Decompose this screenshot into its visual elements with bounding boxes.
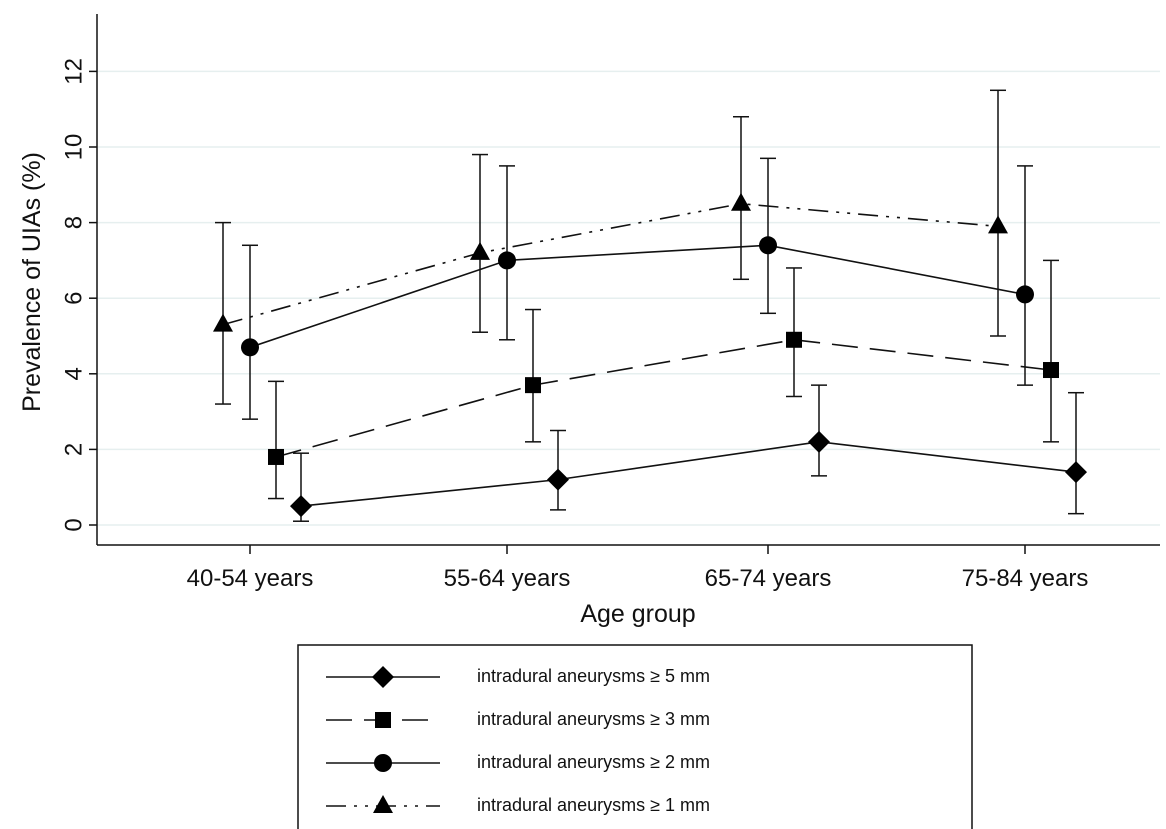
legend-label: intradural aneurysms ≥ 5 mm bbox=[477, 666, 710, 686]
legend-diamond-icon bbox=[372, 666, 394, 688]
data-point-triangle bbox=[988, 215, 1008, 234]
legend-triangle-icon bbox=[373, 795, 393, 813]
data-point-circle bbox=[1016, 285, 1034, 304]
series-line bbox=[275, 338, 1052, 458]
data-series bbox=[213, 89, 1087, 522]
axes bbox=[96, 14, 1160, 546]
series-diamond bbox=[290, 384, 1087, 522]
x-tick-label: 75-84 years bbox=[962, 565, 1089, 592]
y-tick-label: 2 bbox=[60, 443, 87, 456]
data-point-triangle bbox=[470, 241, 490, 260]
legend-label: intradural aneurysms ≥ 1 mm bbox=[477, 795, 710, 815]
data-point-circle bbox=[241, 338, 259, 357]
series-circle bbox=[241, 157, 1034, 420]
y-tick-label: 0 bbox=[60, 518, 87, 531]
y-tick-label: 6 bbox=[60, 292, 87, 305]
data-point-diamond bbox=[290, 495, 312, 518]
data-point-square bbox=[268, 448, 284, 465]
data-point-diamond bbox=[808, 430, 830, 453]
series-line bbox=[249, 244, 1026, 349]
legend: intradural aneurysms ≥ 5 mm intradural an… bbox=[297, 644, 973, 829]
data-point-diamond bbox=[547, 468, 569, 491]
y-ticks: 0 2 4 6 8 10 12 bbox=[60, 58, 97, 532]
legend-item: intradural aneurysms ≥ 1 mm bbox=[326, 795, 710, 815]
series-line bbox=[222, 202, 999, 326]
y-axis-title: Prevalence of UIAs (%) bbox=[18, 152, 46, 412]
data-point-triangle bbox=[213, 313, 233, 332]
y-tick-label: 10 bbox=[60, 134, 87, 161]
series-triangle bbox=[213, 89, 1008, 405]
legend-circle-icon bbox=[374, 754, 392, 772]
y-tick-label: 12 bbox=[60, 58, 87, 85]
legend-label: intradural aneurysms ≥ 3 mm bbox=[477, 709, 710, 729]
y-tick-label: 8 bbox=[60, 216, 87, 229]
data-point-square bbox=[525, 377, 541, 394]
legend-square-icon bbox=[375, 712, 391, 728]
legend-label: intradural aneurysms ≥ 2 mm bbox=[477, 752, 710, 772]
legend-item: intradural aneurysms ≥ 3 mm bbox=[326, 709, 710, 729]
y-tick-label: 4 bbox=[60, 367, 87, 380]
data-point-square bbox=[786, 331, 802, 348]
data-point-circle bbox=[498, 251, 516, 270]
x-tick-label: 55-64 years bbox=[444, 565, 571, 592]
x-tick-label: 40-54 years bbox=[187, 565, 314, 592]
x-axis-title: Age group bbox=[580, 600, 695, 628]
series-line bbox=[300, 441, 1077, 507]
x-ticks: 40-54 years 55-64 years 65-74 years 75-84 y… bbox=[187, 545, 1089, 592]
data-point-circle bbox=[759, 236, 777, 255]
legend-item: intradural aneurysms ≥ 5 mm bbox=[326, 666, 710, 688]
data-point-square bbox=[1043, 362, 1059, 379]
series-square bbox=[268, 259, 1059, 500]
x-tick-label: 65-74 years bbox=[705, 565, 832, 592]
legend-box bbox=[297, 644, 973, 829]
grid-lines bbox=[97, 70, 1160, 526]
data-point-triangle bbox=[731, 192, 751, 211]
legend-item: intradural aneurysms ≥ 2 mm bbox=[326, 752, 710, 772]
data-point-diamond bbox=[1065, 461, 1087, 484]
